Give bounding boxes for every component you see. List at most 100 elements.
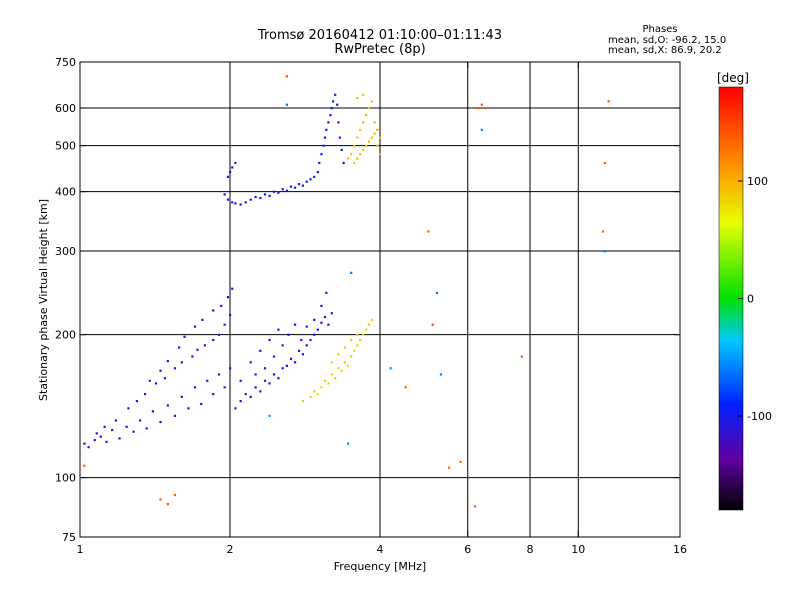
data-point bbox=[226, 296, 230, 299]
data-point bbox=[263, 193, 267, 196]
data-point bbox=[148, 379, 151, 382]
data-point bbox=[337, 121, 340, 124]
data-point bbox=[200, 402, 203, 406]
data-point bbox=[305, 344, 308, 347]
data-point bbox=[301, 353, 305, 356]
data-point bbox=[244, 393, 247, 396]
data-point bbox=[362, 333, 365, 336]
x-axis-ticks: 1 2 4 6 8 10 16 bbox=[77, 62, 687, 556]
data-point bbox=[83, 442, 86, 445]
y-tick-label: 300 bbox=[55, 245, 76, 258]
data-point bbox=[231, 201, 234, 204]
data-point bbox=[259, 390, 262, 393]
data-point bbox=[330, 107, 333, 110]
data-point bbox=[229, 367, 232, 370]
data-point bbox=[293, 323, 297, 326]
data-point bbox=[297, 349, 301, 352]
data-point bbox=[320, 321, 323, 324]
data-point bbox=[217, 373, 221, 376]
data-point bbox=[166, 360, 169, 363]
data-point bbox=[322, 144, 325, 147]
data-point bbox=[336, 103, 339, 106]
data-point bbox=[301, 400, 305, 403]
data-point bbox=[268, 338, 271, 342]
data-point bbox=[196, 348, 199, 351]
data-point bbox=[439, 373, 443, 376]
data-point bbox=[370, 318, 373, 321]
data-point bbox=[173, 493, 177, 497]
data-point bbox=[330, 312, 333, 315]
data-point bbox=[330, 361, 333, 364]
y-tick-label: 100 bbox=[55, 472, 76, 485]
data-point bbox=[305, 325, 308, 328]
y-tick-label: 500 bbox=[55, 140, 76, 153]
data-point bbox=[166, 404, 169, 407]
data-point bbox=[226, 198, 230, 201]
data-point bbox=[389, 367, 392, 370]
data-point bbox=[431, 323, 434, 326]
data-point bbox=[277, 328, 280, 331]
data-point bbox=[316, 171, 319, 174]
data-point bbox=[268, 382, 271, 385]
data-point bbox=[313, 333, 316, 336]
y-axis-label: Stationary phase Virtual Height [km] bbox=[37, 199, 50, 401]
data-point bbox=[263, 379, 267, 382]
data-point bbox=[93, 439, 96, 442]
data-point bbox=[281, 188, 284, 191]
data-point bbox=[111, 428, 114, 432]
data-point bbox=[305, 180, 308, 183]
data-point bbox=[114, 419, 118, 422]
data-point bbox=[103, 425, 106, 428]
data-point bbox=[337, 367, 340, 370]
data-point bbox=[249, 361, 252, 364]
data-point bbox=[313, 318, 316, 321]
data-point bbox=[151, 410, 155, 413]
data-point bbox=[359, 128, 362, 131]
data-point bbox=[234, 161, 237, 165]
data-point bbox=[340, 148, 343, 152]
data-point bbox=[359, 338, 362, 342]
data-points bbox=[83, 75, 610, 508]
data-point bbox=[272, 373, 276, 376]
x-tick-label: 16 bbox=[673, 543, 687, 556]
data-point bbox=[223, 386, 226, 389]
data-point bbox=[183, 335, 186, 338]
data-point bbox=[353, 161, 356, 165]
data-point bbox=[293, 186, 297, 189]
data-point bbox=[191, 355, 194, 358]
chart-title: Tromsø 20160412 01:10:00–01:11:43 bbox=[257, 28, 503, 43]
data-point bbox=[316, 393, 319, 396]
data-point bbox=[180, 395, 183, 398]
data-point bbox=[95, 432, 98, 435]
y-tick-label: 200 bbox=[55, 329, 76, 342]
data-point bbox=[362, 148, 365, 152]
x-tick-label: 2 bbox=[227, 543, 234, 556]
data-point bbox=[239, 379, 242, 382]
data-point bbox=[223, 193, 226, 196]
data-point bbox=[277, 191, 280, 194]
data-point bbox=[477, 107, 480, 110]
data-point bbox=[132, 430, 135, 433]
data-point bbox=[603, 161, 606, 165]
y-tick-label: 600 bbox=[55, 102, 76, 115]
data-point bbox=[350, 271, 353, 274]
colorbar-tick-label: -100 bbox=[747, 410, 772, 423]
data-point bbox=[329, 114, 332, 117]
data-point bbox=[327, 323, 330, 326]
data-point bbox=[332, 100, 335, 103]
data-point bbox=[350, 338, 353, 342]
data-point bbox=[367, 323, 371, 326]
data-point bbox=[376, 144, 379, 147]
data-point bbox=[330, 373, 333, 376]
data-point bbox=[285, 189, 288, 192]
data-point bbox=[323, 315, 327, 319]
data-point bbox=[193, 386, 197, 389]
x-tick-label: 4 bbox=[377, 543, 384, 556]
x-tick-label: 10 bbox=[571, 543, 585, 556]
data-point bbox=[297, 183, 301, 186]
data-point bbox=[334, 93, 337, 96]
data-point bbox=[293, 361, 297, 364]
data-point bbox=[239, 400, 242, 403]
data-point bbox=[601, 230, 605, 233]
